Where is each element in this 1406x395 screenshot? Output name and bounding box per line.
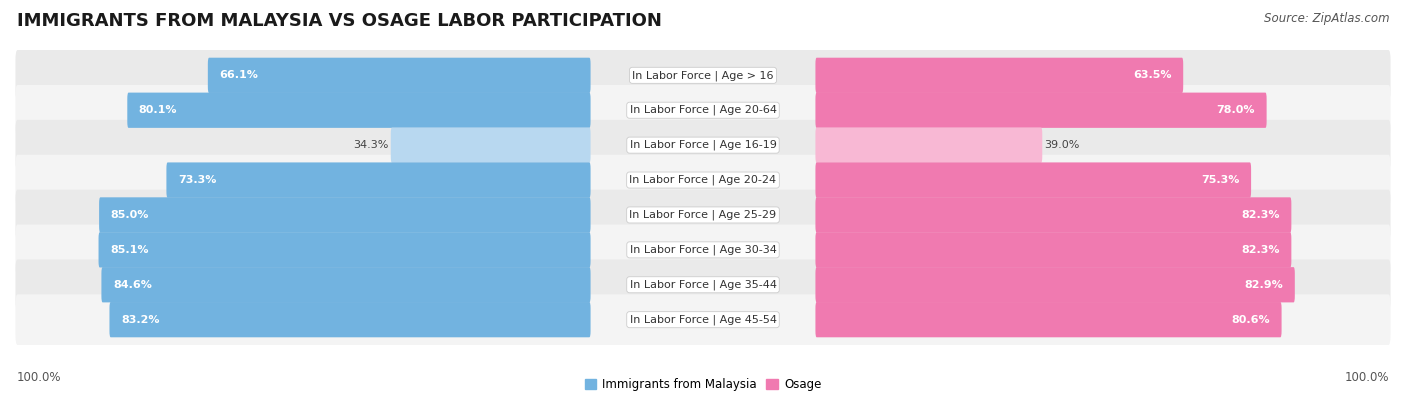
Text: 39.0%: 39.0% xyxy=(1045,140,1080,150)
Text: 85.0%: 85.0% xyxy=(111,210,149,220)
FancyBboxPatch shape xyxy=(15,224,1391,275)
Text: 84.6%: 84.6% xyxy=(112,280,152,290)
Text: 78.0%: 78.0% xyxy=(1216,105,1256,115)
FancyBboxPatch shape xyxy=(815,232,1291,267)
FancyBboxPatch shape xyxy=(15,190,1391,240)
Text: In Labor Force | Age 20-24: In Labor Force | Age 20-24 xyxy=(630,175,776,185)
Legend: Immigrants from Malaysia, Osage: Immigrants from Malaysia, Osage xyxy=(579,373,827,395)
Text: 83.2%: 83.2% xyxy=(121,315,159,325)
FancyBboxPatch shape xyxy=(815,302,1282,337)
Text: 75.3%: 75.3% xyxy=(1201,175,1240,185)
Text: In Labor Force | Age 30-34: In Labor Force | Age 30-34 xyxy=(630,245,776,255)
Text: 66.1%: 66.1% xyxy=(219,70,259,80)
FancyBboxPatch shape xyxy=(15,85,1391,135)
FancyBboxPatch shape xyxy=(815,198,1291,233)
Text: 85.1%: 85.1% xyxy=(110,245,149,255)
FancyBboxPatch shape xyxy=(15,120,1391,171)
FancyBboxPatch shape xyxy=(815,162,1251,198)
Text: In Labor Force | Age 45-54: In Labor Force | Age 45-54 xyxy=(630,314,776,325)
Text: In Labor Force | Age 35-44: In Labor Force | Age 35-44 xyxy=(630,280,776,290)
FancyBboxPatch shape xyxy=(208,58,591,93)
FancyBboxPatch shape xyxy=(15,50,1391,101)
FancyBboxPatch shape xyxy=(166,162,591,198)
Text: 82.3%: 82.3% xyxy=(1241,210,1279,220)
FancyBboxPatch shape xyxy=(101,267,591,303)
FancyBboxPatch shape xyxy=(110,302,591,337)
Text: IMMIGRANTS FROM MALAYSIA VS OSAGE LABOR PARTICIPATION: IMMIGRANTS FROM MALAYSIA VS OSAGE LABOR … xyxy=(17,12,662,30)
FancyBboxPatch shape xyxy=(815,92,1267,128)
Text: 100.0%: 100.0% xyxy=(1344,371,1389,384)
FancyBboxPatch shape xyxy=(815,58,1184,93)
FancyBboxPatch shape xyxy=(128,92,591,128)
Text: 34.3%: 34.3% xyxy=(353,140,388,150)
Text: 73.3%: 73.3% xyxy=(179,175,217,185)
Text: Source: ZipAtlas.com: Source: ZipAtlas.com xyxy=(1264,12,1389,25)
Text: 63.5%: 63.5% xyxy=(1133,70,1171,80)
FancyBboxPatch shape xyxy=(391,128,591,163)
Text: In Labor Force | Age 16-19: In Labor Force | Age 16-19 xyxy=(630,140,776,150)
Text: 80.6%: 80.6% xyxy=(1232,315,1270,325)
FancyBboxPatch shape xyxy=(815,267,1295,303)
FancyBboxPatch shape xyxy=(15,155,1391,205)
Text: In Labor Force | Age 20-64: In Labor Force | Age 20-64 xyxy=(630,105,776,115)
Text: 80.1%: 80.1% xyxy=(139,105,177,115)
Text: 82.3%: 82.3% xyxy=(1241,245,1279,255)
FancyBboxPatch shape xyxy=(98,198,591,233)
Text: In Labor Force | Age > 16: In Labor Force | Age > 16 xyxy=(633,70,773,81)
FancyBboxPatch shape xyxy=(98,232,591,267)
FancyBboxPatch shape xyxy=(15,260,1391,310)
FancyBboxPatch shape xyxy=(15,294,1391,345)
FancyBboxPatch shape xyxy=(815,128,1042,163)
Text: 100.0%: 100.0% xyxy=(17,371,62,384)
Text: 82.9%: 82.9% xyxy=(1244,280,1284,290)
Text: In Labor Force | Age 25-29: In Labor Force | Age 25-29 xyxy=(630,210,776,220)
